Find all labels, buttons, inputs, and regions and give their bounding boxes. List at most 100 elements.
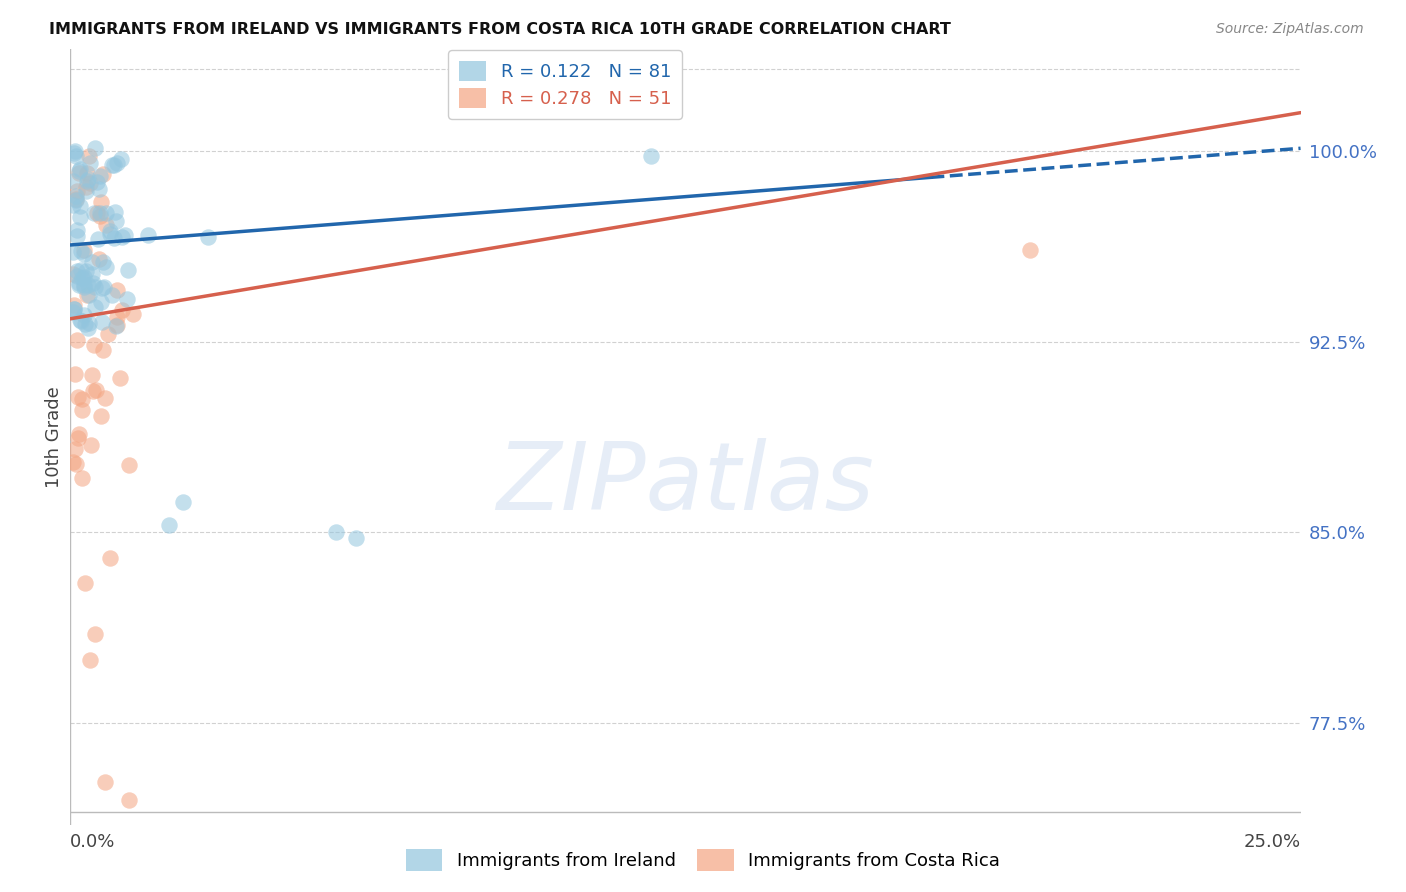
- Point: [97, 326, 120, 341]
- Text: Source: ZipAtlas.com: Source: ZipAtlas.com: [1216, 22, 1364, 37]
- Text: 0.0%: 0.0%: [70, 833, 115, 851]
- Point: [70, 314, 93, 328]
- Point: [90, 409, 112, 423]
- Point: [69, 211, 91, 225]
- Point: [90, 315, 112, 329]
- Point: [70, 263, 93, 277]
- Point: [84, 141, 107, 155]
- Point: [80, 438, 103, 452]
- Point: [172, 495, 194, 509]
- Point: [82, 384, 104, 399]
- Point: [105, 310, 128, 324]
- Point: [65, 188, 87, 202]
- Point: [84, 383, 107, 397]
- Point: [94, 206, 117, 220]
- Point: [67, 427, 90, 442]
- Point: [62, 198, 84, 212]
- Point: [73, 278, 96, 293]
- Point: [83, 206, 105, 220]
- Point: [63, 367, 86, 381]
- Point: [91, 343, 114, 357]
- Point: [80, 267, 103, 281]
- Point: [79, 316, 101, 330]
- Point: [76, 288, 98, 302]
- Point: [82, 277, 104, 291]
- Point: [96, 219, 118, 233]
- Point: [111, 230, 134, 244]
- Point: [325, 525, 347, 540]
- Point: [87, 232, 110, 246]
- Point: [70, 271, 93, 285]
- Point: [75, 576, 96, 591]
- Point: [65, 442, 87, 456]
- Point: [62, 145, 84, 160]
- Point: [90, 295, 112, 310]
- Point: [84, 627, 107, 641]
- Point: [104, 205, 127, 219]
- Point: [66, 333, 89, 347]
- Point: [65, 192, 87, 206]
- Point: [79, 155, 101, 169]
- Point: [101, 287, 124, 301]
- Point: [77, 278, 100, 293]
- Point: [70, 244, 93, 258]
- Point: [98, 224, 121, 238]
- Legend: Immigrants from Ireland, Immigrants from Costa Rica: Immigrants from Ireland, Immigrants from…: [399, 842, 1007, 879]
- Point: [65, 193, 87, 207]
- Point: [69, 199, 91, 213]
- Point: [110, 152, 132, 166]
- Point: [67, 164, 90, 178]
- Point: [157, 517, 180, 532]
- Point: [62, 305, 84, 319]
- Point: [83, 280, 105, 294]
- Point: [105, 318, 128, 332]
- Point: [65, 144, 87, 158]
- Point: [62, 301, 84, 316]
- Point: [76, 174, 98, 188]
- Point: [65, 149, 87, 163]
- Point: [66, 228, 89, 243]
- Point: [89, 252, 111, 266]
- Point: [122, 307, 145, 321]
- Point: [69, 162, 91, 177]
- Point: [67, 431, 90, 445]
- Point: [91, 254, 114, 268]
- Point: [89, 206, 111, 220]
- Point: [66, 184, 89, 198]
- Point: [69, 312, 91, 326]
- Point: [62, 245, 84, 260]
- Point: [73, 244, 96, 258]
- Point: [90, 281, 112, 295]
- Point: [103, 231, 125, 245]
- Point: [117, 458, 139, 473]
- Point: [70, 402, 93, 417]
- Legend: R = 0.122   N = 81, R = 0.278   N = 51: R = 0.122 N = 81, R = 0.278 N = 51: [449, 50, 682, 119]
- Point: [105, 283, 128, 297]
- Point: [77, 320, 100, 334]
- Point: [115, 293, 138, 307]
- Point: [75, 180, 97, 194]
- Point: [75, 184, 97, 198]
- Point: [79, 653, 101, 667]
- Point: [91, 168, 114, 182]
- Point: [66, 264, 89, 278]
- Point: [1018, 243, 1040, 257]
- Point: [62, 174, 84, 188]
- Text: 25.0%: 25.0%: [1243, 833, 1301, 851]
- Point: [73, 308, 96, 322]
- Point: [101, 158, 124, 172]
- Point: [118, 792, 141, 806]
- Point: [66, 223, 89, 237]
- Point: [73, 280, 96, 294]
- Point: [83, 300, 105, 314]
- Point: [111, 303, 134, 318]
- Point: [73, 246, 96, 260]
- Point: [73, 269, 96, 284]
- Point: [63, 302, 86, 317]
- Point: [86, 205, 108, 219]
- Point: [93, 280, 115, 294]
- Point: [87, 182, 110, 196]
- Point: [117, 262, 139, 277]
- Point: [62, 455, 84, 469]
- Point: [103, 158, 125, 172]
